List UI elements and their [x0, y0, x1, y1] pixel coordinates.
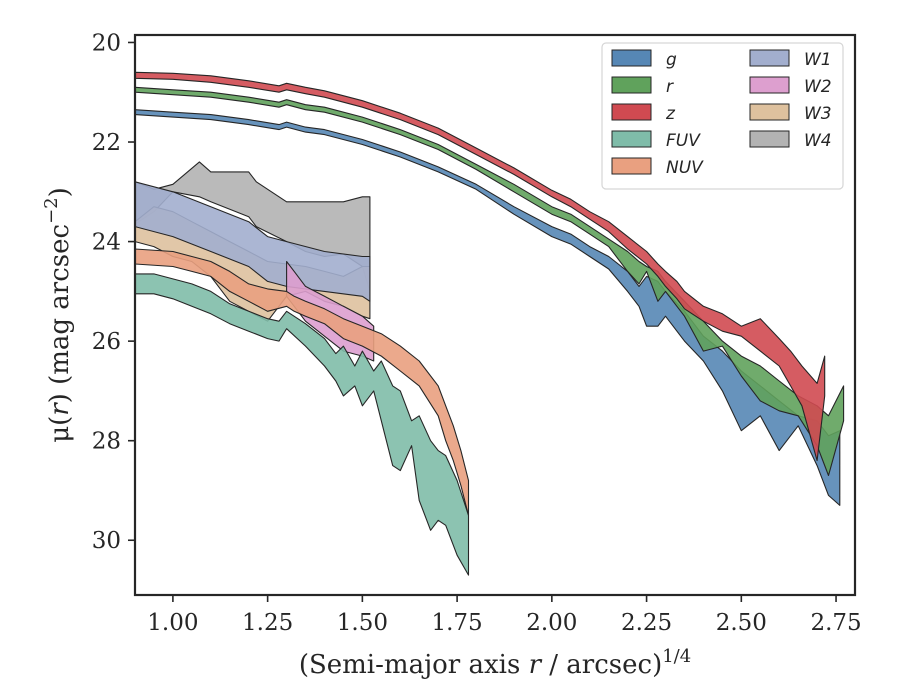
y-tick-label: 26: [92, 329, 121, 355]
x-tick-label: 2.25: [621, 610, 672, 636]
legend-item-g: g: [611, 49, 677, 70]
legend-swatch: [749, 103, 790, 121]
y-axis-ticks: 20 22 24 26 28 30: [92, 30, 135, 554]
legend-item-w3: W3: [749, 103, 832, 124]
plot-frame: [133, 33, 857, 597]
band-series-group: [135, 71, 845, 576]
legend-label: W4: [804, 131, 832, 151]
band-fuv: [135, 273, 470, 576]
x-axis-ticks: 1.00 1.25 1.50 1.75 2.00 2.25 2.50 2.75: [147, 595, 862, 636]
legend-label: g: [666, 50, 677, 70]
x-tick-label: 1.50: [337, 610, 388, 636]
band-g: [135, 109, 841, 506]
legend: grz FUV NUV W1 W2 W3 W4: [601, 42, 844, 190]
x-tick-label: 1.75: [431, 610, 482, 636]
legend-item-w4: W4: [749, 130, 832, 151]
y-tick-label: 28: [92, 429, 121, 455]
y-tick-label: 22: [92, 130, 121, 156]
legend-item-nuv: NUV: [611, 157, 704, 178]
legend-item-w1: W1: [749, 49, 832, 70]
legend-swatch: [749, 76, 790, 94]
legend-item-fuv: FUV: [611, 130, 701, 151]
x-tick-label: 1.25: [242, 610, 293, 636]
legend-swatch: [611, 157, 652, 175]
legend-swatch: [611, 49, 652, 67]
x-tick-label: 2.50: [716, 610, 767, 636]
legend-label: z: [665, 104, 676, 124]
band-z: [135, 71, 826, 462]
legend-label: W3: [804, 104, 832, 124]
legend-label: r: [666, 77, 674, 97]
x-tick-label: 2.00: [526, 610, 577, 636]
legend-swatch: [611, 76, 652, 94]
legend-item-r: r: [611, 76, 674, 97]
x-tick-label: 2.75: [810, 610, 861, 636]
legend-item-z: z: [611, 103, 676, 124]
band-w1: [135, 181, 371, 302]
legend-label: NUV: [666, 158, 704, 178]
legend-label: W2: [804, 77, 832, 97]
legend-swatch: [611, 130, 652, 148]
x-tick-label: 1.00: [147, 610, 198, 636]
legend-label: FUV: [666, 131, 701, 151]
y-tick-label: 20: [92, 30, 121, 56]
band-r: [135, 86, 845, 477]
legend-swatch: [749, 130, 790, 148]
legend-item-w2: W2: [749, 76, 832, 97]
legend-swatch: [749, 49, 790, 67]
legend-label: W1: [804, 50, 832, 70]
y-tick-label: 24: [92, 230, 121, 256]
y-tick-label: 30: [92, 528, 121, 554]
legend-swatch: [611, 103, 652, 121]
y-axis-title: μ(r) (mag arcsec−2): [41, 187, 75, 443]
x-axis-title: (Semi-major axis r / arcsec)1/4: [299, 646, 691, 680]
